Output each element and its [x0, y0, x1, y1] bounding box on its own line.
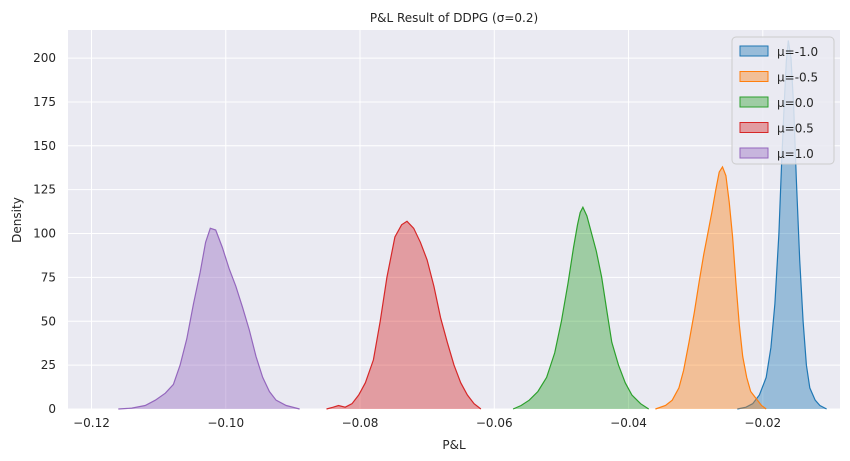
x-axis-label: P&L: [442, 438, 466, 452]
legend-swatch-0: [739, 45, 769, 57]
legend-label-1: μ=-0.5: [777, 71, 818, 85]
legend-label-3: μ=0.5: [777, 122, 814, 136]
y-tick-label: 25: [41, 358, 56, 372]
legend-label-0: μ=-1.0: [777, 45, 818, 59]
x-tick-label: −0.04: [610, 416, 647, 430]
y-tick-label: 200: [33, 51, 56, 65]
y-axis-ticks: 0 25 50 75 100 125 150 175 200: [33, 51, 56, 416]
density-area-0: [737, 40, 827, 409]
density-area-4: [118, 228, 300, 409]
y-axis-label: Density: [10, 197, 24, 243]
density-curve-2: [512, 205, 650, 410]
legend-label-2: μ=0.0: [777, 96, 814, 110]
legend-swatch-1: [739, 71, 769, 82]
density-area-1: [655, 166, 767, 409]
y-tick-label: 175: [33, 95, 56, 109]
x-axis-ticks: −0.12 −0.10 −0.08 −0.06 −0.04 −0.02: [73, 416, 781, 430]
y-tick-label: 75: [41, 270, 56, 284]
legend-swatch-3: [739, 122, 769, 133]
plot-background: [68, 30, 840, 409]
density-area-3: [326, 221, 481, 409]
chart-title: P&L Result of DDPG (σ=0.2): [370, 11, 538, 25]
x-tick-label: −0.08: [342, 416, 379, 430]
density-area-2: [513, 207, 649, 409]
y-tick-label: 150: [33, 139, 56, 153]
density-curve-4: [118, 227, 300, 410]
grid-lines: [68, 30, 840, 410]
x-tick-label: −0.12: [73, 416, 110, 430]
density-areas: [118, 40, 827, 410]
legend-swatch-2: [739, 96, 769, 108]
y-tick-label: 0: [48, 402, 56, 416]
legend-swatch-4: [739, 147, 769, 159]
legend: μ=-1.0 μ=-0.5 μ=0.0 μ=0.5 μ=1.0: [731, 36, 835, 165]
density-curve-1: [655, 165, 767, 410]
x-tick-label: −0.10: [207, 416, 244, 430]
y-tick-label: 125: [33, 183, 56, 197]
y-tick-label: 50: [41, 314, 56, 328]
legend-label-4: μ=1.0: [777, 147, 814, 161]
density-curve-3: [326, 220, 482, 410]
y-tick-label: 100: [33, 227, 56, 241]
x-tick-label: −0.06: [476, 416, 513, 430]
x-tick-label: −0.02: [744, 416, 781, 430]
